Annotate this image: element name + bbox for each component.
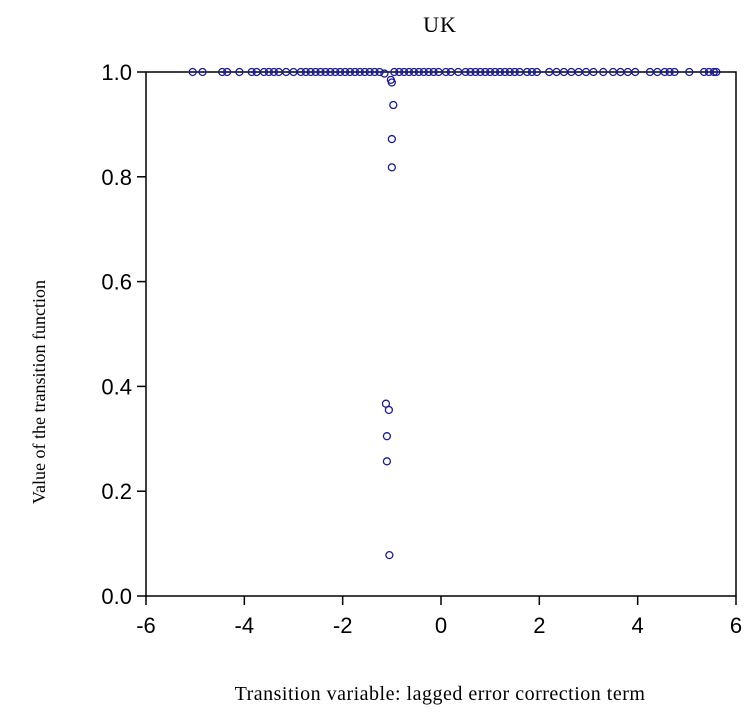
data-point <box>365 67 374 77</box>
data-point <box>380 69 389 78</box>
data-point <box>500 67 510 77</box>
chart-title: UK <box>423 12 457 37</box>
data-point <box>486 67 495 77</box>
x-tick-label: -6 <box>136 613 156 638</box>
data-point <box>311 67 320 77</box>
y-tick-label: 0.2 <box>101 479 132 504</box>
data-point <box>399 67 409 77</box>
data-point <box>510 67 519 77</box>
data-point <box>409 67 419 77</box>
data-point <box>589 67 598 77</box>
data-point <box>414 67 424 77</box>
data-point <box>419 67 428 77</box>
y-tick-label: 1.0 <box>101 60 132 85</box>
data-points <box>188 67 721 560</box>
data-point <box>699 67 709 77</box>
data-point <box>264 67 274 77</box>
data-point <box>360 67 369 77</box>
data-point <box>665 67 674 77</box>
data-point <box>505 67 514 77</box>
data-point <box>247 67 256 77</box>
data-point <box>471 67 480 77</box>
x-axis-label: Transition variable: lagged error correc… <box>235 683 646 705</box>
data-point <box>387 163 396 172</box>
y-axis-label: Value of the transition function <box>29 280 49 504</box>
data-point <box>461 67 470 77</box>
data-point <box>481 67 490 77</box>
data-point <box>466 67 475 77</box>
data-point <box>382 457 392 466</box>
data-point <box>331 67 340 77</box>
y-tick-label: 0.0 <box>101 584 132 609</box>
data-point <box>321 67 330 77</box>
data-point <box>269 67 278 77</box>
data-point <box>395 67 404 77</box>
x-tick-label: 6 <box>730 613 742 638</box>
data-point <box>387 78 396 87</box>
y-tick-label: 0.6 <box>101 270 132 295</box>
data-point <box>235 67 244 77</box>
data-point <box>389 100 398 110</box>
data-point <box>390 67 399 77</box>
data-point <box>375 67 384 77</box>
data-point <box>385 550 394 560</box>
data-point <box>709 67 719 77</box>
data-point <box>599 67 608 77</box>
data-point <box>382 432 392 441</box>
data-point <box>384 405 394 415</box>
data-point <box>306 67 315 77</box>
x-tick-label: 4 <box>632 613 644 638</box>
data-point <box>296 67 306 77</box>
y-tick-label: 0.8 <box>101 165 132 190</box>
data-point <box>198 67 207 77</box>
data-point <box>670 67 679 77</box>
data-point <box>316 67 325 77</box>
data-point <box>532 67 542 77</box>
data-point <box>522 67 532 77</box>
y-tick-label: 0.4 <box>101 374 132 399</box>
data-point <box>495 67 505 77</box>
data-point <box>712 67 721 77</box>
data-point <box>259 67 269 77</box>
data-point <box>350 67 360 77</box>
data-point <box>490 67 500 77</box>
data-point <box>336 67 345 77</box>
data-point <box>404 67 414 77</box>
data-point <box>222 67 232 77</box>
data-point <box>355 67 365 77</box>
data-point <box>685 67 694 77</box>
data-point <box>429 67 438 77</box>
x-tick-label: 0 <box>435 613 447 638</box>
x-tick-label: 2 <box>533 613 545 638</box>
data-point <box>326 67 335 77</box>
x-tick-label: -4 <box>235 613 255 638</box>
data-point <box>345 67 355 77</box>
data-point <box>370 67 379 77</box>
data-point <box>340 67 350 77</box>
y-axis: 0.0 0.2 0.4 0.6 0.8 1.0 <box>101 60 146 609</box>
x-tick-label: -2 <box>333 613 353 638</box>
data-point <box>476 67 485 77</box>
data-point <box>527 67 537 77</box>
data-point <box>188 67 197 77</box>
data-point <box>660 67 669 77</box>
plot-frame <box>145 71 737 597</box>
data-point <box>424 67 433 77</box>
data-point <box>441 67 451 77</box>
data-point <box>631 67 640 77</box>
data-point <box>387 134 396 144</box>
data-point <box>301 67 310 77</box>
data-point <box>218 67 227 77</box>
x-axis: -6 -4 -2 0 2 4 6 <box>136 596 742 638</box>
